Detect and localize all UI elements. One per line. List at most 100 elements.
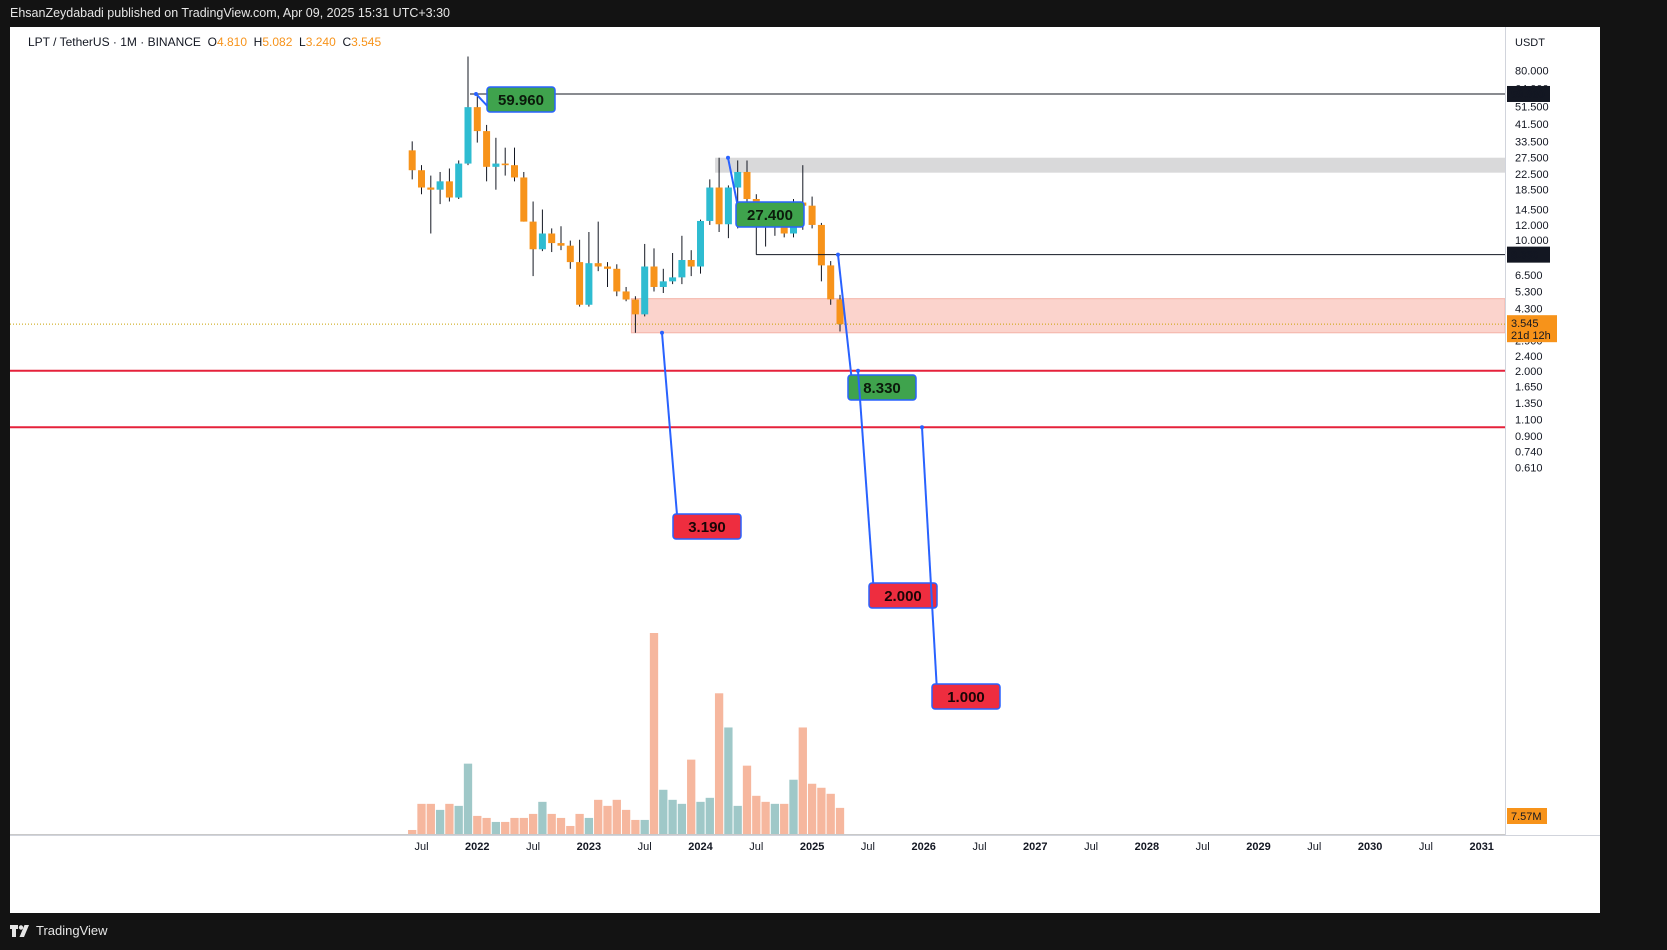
x-tick-label: Jul xyxy=(1419,841,1433,853)
price-tag-text: 8.330 xyxy=(1511,250,1539,262)
volume-bar xyxy=(482,817,491,834)
y-tick-label: 10.000 xyxy=(1515,235,1549,247)
candle-body xyxy=(669,277,677,282)
volume-bar xyxy=(668,799,677,834)
callout-3-190: 3.190 xyxy=(660,330,742,540)
volume-bar xyxy=(454,805,463,834)
y-tick-label: 1.100 xyxy=(1515,414,1543,426)
open-value: 4.810 xyxy=(216,35,247,49)
volume-bar xyxy=(770,803,780,834)
x-tick-label: 2023 xyxy=(577,841,601,853)
x-tick-label: Jul xyxy=(972,841,986,853)
y-tick-label: 0.740 xyxy=(1515,447,1543,459)
volume-bar xyxy=(519,817,528,834)
callout-anchor xyxy=(474,91,478,96)
candle-body xyxy=(613,268,621,292)
candle-body xyxy=(622,291,630,300)
volume-bar xyxy=(510,817,519,834)
volume-bar xyxy=(659,789,668,834)
footer-bar: TradingView xyxy=(0,913,1667,950)
volume-bar xyxy=(621,809,631,834)
callout-27-400: 27.400 xyxy=(726,155,805,228)
volume-bar xyxy=(817,787,826,834)
tradingview-icon xyxy=(10,924,29,937)
x-tick-label: Jul xyxy=(638,841,652,853)
y-tick-label: 1.350 xyxy=(1515,398,1543,410)
candles-layer xyxy=(408,56,844,333)
volume-bar xyxy=(649,633,659,834)
callout-text: 8.330 xyxy=(863,380,901,397)
volume-bar xyxy=(798,727,807,834)
price-tag xyxy=(1507,246,1550,263)
candle-body xyxy=(734,171,742,188)
callout-text: 59.960 xyxy=(498,92,544,109)
candle-body xyxy=(706,187,714,221)
price-tag xyxy=(1507,85,1550,102)
y-tick-label: 33.500 xyxy=(1515,136,1549,148)
volume-bar xyxy=(594,799,603,834)
y-tick-label: 18.500 xyxy=(1515,185,1549,197)
y-tick-label: 51.500 xyxy=(1515,101,1549,113)
y-tick-label: 1.650 xyxy=(1515,381,1543,393)
callout-pointer xyxy=(921,427,939,710)
candle-body xyxy=(464,107,472,164)
volume-bar xyxy=(705,797,714,834)
volume-bar xyxy=(612,799,621,834)
callout-pointer xyxy=(857,370,876,609)
countdown-text: 21d 12h xyxy=(1511,330,1551,342)
price-axis-bg xyxy=(1505,27,1600,913)
y-tick-label: 2.000 xyxy=(1515,366,1543,378)
symbol-legend: LPT / TetherUS · 1M · BINANCE O4.810 H5.… xyxy=(28,35,381,49)
candle-body xyxy=(576,262,584,305)
volume-bar xyxy=(584,817,594,834)
price-chart[interactable]: 59.960 27.400 8.330 3.190 2.000 1.000 USDT 80.… xyxy=(10,27,1600,913)
candle-body xyxy=(808,205,816,225)
candle-body xyxy=(520,177,528,222)
volume-bar xyxy=(733,805,742,834)
support-zone xyxy=(630,298,1506,334)
x-tick-label: 2028 xyxy=(1135,841,1159,853)
candle-body xyxy=(827,265,835,300)
tradingview-logo[interactable]: TradingView xyxy=(10,923,108,938)
publisher-bar: EhsanZeydabadi published on TradingView.… xyxy=(0,0,1667,27)
volume-bar xyxy=(677,803,687,834)
volume-bar xyxy=(640,819,649,834)
volume-bar xyxy=(417,803,426,834)
volume-bar xyxy=(752,795,761,834)
x-tick-label: Jul xyxy=(1196,841,1210,853)
lines-layer xyxy=(10,93,1505,429)
callout-box xyxy=(868,582,938,609)
callout-1-000: 1.000 xyxy=(920,425,1001,710)
candle-body xyxy=(687,259,695,267)
zones-layer xyxy=(630,157,1506,334)
currency-label: USDT xyxy=(1515,37,1545,49)
volume-bar xyxy=(473,815,482,834)
volume-bar xyxy=(547,813,556,834)
x-tick-label: Jul xyxy=(1084,841,1098,853)
candle-body xyxy=(511,165,518,178)
candle-body xyxy=(678,259,686,278)
candle-body xyxy=(817,224,825,266)
x-tick-label: 2027 xyxy=(1023,841,1047,853)
x-tick-label: 2029 xyxy=(1246,841,1270,853)
volume-bar xyxy=(528,813,538,834)
x-tick-label: 2026 xyxy=(911,841,935,853)
candle-body xyxy=(697,220,704,267)
y-tick-label: 12.000 xyxy=(1515,220,1549,232)
volume-bar xyxy=(491,821,501,834)
volume-bar xyxy=(501,821,510,834)
volume-bar xyxy=(566,825,575,834)
candle-body xyxy=(408,150,416,171)
resistance-zone xyxy=(715,157,1505,173)
callout-text: 2.000 xyxy=(884,588,922,605)
brand-text: TradingView xyxy=(36,923,108,938)
volume-bar xyxy=(761,801,770,834)
chart-frame[interactable]: 59.960 27.400 8.330 3.190 2.000 1.000 USDT 80.… xyxy=(10,27,1600,913)
volume-bar xyxy=(538,801,547,834)
candle-body xyxy=(659,281,667,287)
y-tick-label: 5.300 xyxy=(1515,286,1543,298)
callout-box xyxy=(672,513,742,540)
high-label: H xyxy=(253,35,263,49)
close-value: 3.545 xyxy=(351,35,382,49)
candle-body xyxy=(557,243,565,246)
